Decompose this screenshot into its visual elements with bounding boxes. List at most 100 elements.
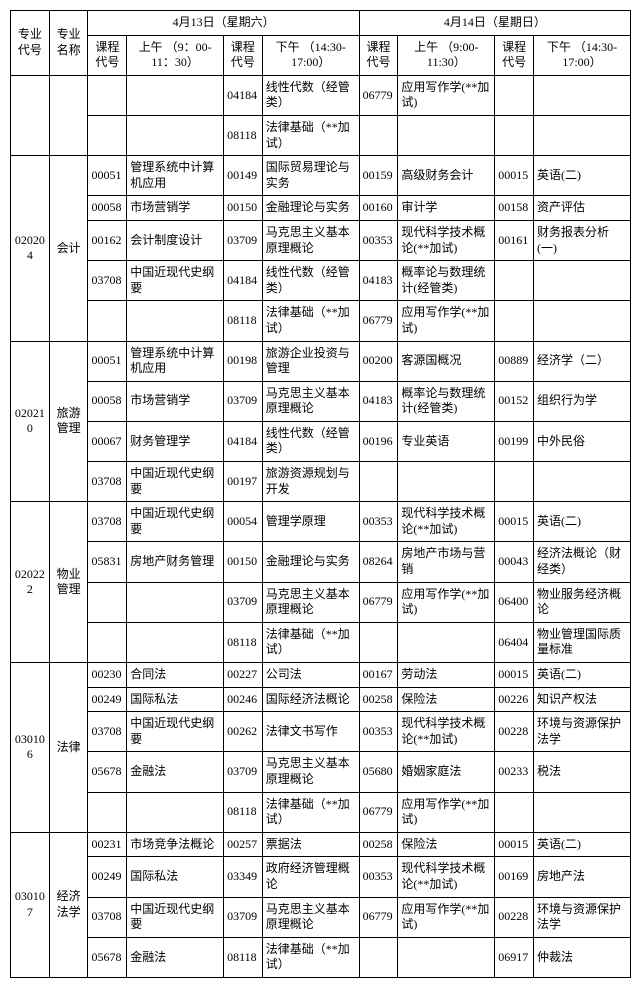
cell-course-name: 概率论与数理统计(经管类) [398,261,495,301]
cell-course-code: 00233 [495,752,534,792]
table-row: 00249国际私法00246国际经济法概论00258保险法00226知识产权法 [11,687,631,712]
cell-course-name [534,792,631,832]
cell-course-name: 环境与资源保护法学 [534,897,631,937]
cell-course-name: 税法 [534,752,631,792]
cell-course-name: 保险法 [398,687,495,712]
cell-course-code [88,75,127,115]
cell-major-code: 030106 [11,663,50,833]
table-row: 020210旅游管理00051管理系统中计算机应用00198旅游企业投资与管理0… [11,341,631,381]
cell-course-code: 00230 [88,663,127,688]
cell-course-name: 国际私法 [127,857,224,897]
cell-course-name [534,301,631,341]
cell-course-name: 仲裁法 [534,937,631,977]
cell-course-name: 票据法 [262,832,359,857]
cell-course-code: 00353 [359,857,398,897]
table-row: 05831房地产财务管理00150金融理论与实务08264房地产市场与营销000… [11,542,631,582]
cell-course-name: 法律文书写作 [262,712,359,752]
cell-course-code: 06917 [495,937,534,977]
cell-course-name: 旅游企业投资与管理 [262,341,359,381]
cell-course-name: 现代科学技术概论(**加试) [398,857,495,897]
cell-course-name: 金融法 [127,937,224,977]
cell-course-code [495,115,534,155]
cell-course-code: 03708 [88,502,127,542]
cell-course-name: 线性代数（经管类） [262,261,359,301]
cell-course-name: 会计制度设计 [127,220,224,260]
cell-course-code: 00227 [224,663,263,688]
cell-course-code [88,301,127,341]
cell-course-name: 高级财务会计 [398,156,495,196]
cell-course-name: 专业英语 [398,421,495,461]
cell-course-name [127,75,224,115]
cell-course-name: 法律基础（**加试） [262,115,359,155]
cell-major-name: 物业管理 [49,502,88,663]
cell-course-code: 00228 [495,712,534,752]
cell-course-name: 英语(二) [534,832,631,857]
cell-course-code: 00058 [88,196,127,221]
cell-course-code: 00196 [359,421,398,461]
table-row: 00058市场营销学03709马克思主义基本原理概论04183概率论与数理统计(… [11,381,631,421]
cell-course-code [495,301,534,341]
cell-course-name [534,115,631,155]
cell-course-code: 00249 [88,857,127,897]
cell-course-code: 00159 [359,156,398,196]
cell-course-code: 06404 [495,622,534,662]
cell-course-code: 06779 [359,75,398,115]
cell-course-name: 劳动法 [398,663,495,688]
table-row: 03708中国近现代史纲要03709马克思主义基本原理概论06779应用写作学(… [11,897,631,937]
cell-course-code: 00197 [224,462,263,502]
cell-course-name: 中国近现代史纲要 [127,502,224,542]
cell-course-name: 房地产市场与营销 [398,542,495,582]
cell-course-name: 国际经济法概论 [262,687,359,712]
cell-course-code: 00054 [224,502,263,542]
cell-course-code: 00199 [495,421,534,461]
cell-course-name: 马克思主义基本原理概论 [262,220,359,260]
cell-course-name [534,261,631,301]
cell-course-code: 08118 [224,622,263,662]
cell-course-code: 00051 [88,156,127,196]
cell-course-name: 审计学 [398,196,495,221]
cell-course-code: 03708 [88,712,127,752]
cell-course-name: 物业管理国际质量标准 [534,622,631,662]
cell-course-name: 现代科学技术概论(**加试) [398,220,495,260]
cell-course-name: 法律基础（**加试） [262,301,359,341]
cell-course-code: 00150 [224,542,263,582]
cell-course-name: 马克思主义基本原理概论 [262,381,359,421]
cell-course-code: 00169 [495,857,534,897]
cell-course-code: 00158 [495,196,534,221]
cell-course-name: 合同法 [127,663,224,688]
cell-course-name: 管理学原理 [262,502,359,542]
cell-course-name: 市场竞争法概论 [127,832,224,857]
table-row: 020222物业管理03708中国近现代史纲要00054管理学原理00353现代… [11,502,631,542]
cell-course-name: 中国近现代史纲要 [127,897,224,937]
cell-course-code: 08264 [359,542,398,582]
table-row: 08118法律基础（**加试） [11,115,631,155]
cell-course-code: 06400 [495,582,534,622]
table-row: 00162会计制度设计03709马克思主义基本原理概论00353现代科学技术概论… [11,220,631,260]
cell-course-name: 线性代数（经管类） [262,75,359,115]
cell-course-code [359,462,398,502]
cell-course-name: 中国近现代史纲要 [127,462,224,502]
cell-course-name: 资产评估 [534,196,631,221]
cell-course-name: 英语(二) [534,156,631,196]
header-major-code: 专业代号 [11,11,50,76]
cell-course-name [398,115,495,155]
cell-course-code: 00200 [359,341,398,381]
cell-course-code [88,115,127,155]
header-major-name: 专业名称 [49,11,88,76]
cell-course-code: 03708 [88,897,127,937]
cell-course-code: 00152 [495,381,534,421]
cell-course-name: 市场营销学 [127,381,224,421]
cell-course-name: 应用写作学(**加试) [398,792,495,832]
cell-course-name: 应用写作学(**加试) [398,897,495,937]
header-am1: 上午 （9：00-11：30） [127,35,224,75]
cell-course-code: 00015 [495,663,534,688]
cell-course-name: 财务管理学 [127,421,224,461]
header-course-code: 课程代号 [88,35,127,75]
cell-course-name [127,582,224,622]
cell-course-name: 公司法 [262,663,359,688]
cell-course-code: 00226 [495,687,534,712]
cell-course-name: 财务报表分析(一) [534,220,631,260]
cell-course-code [359,622,398,662]
cell-course-code: 00051 [88,341,127,381]
cell-course-code: 00015 [495,502,534,542]
